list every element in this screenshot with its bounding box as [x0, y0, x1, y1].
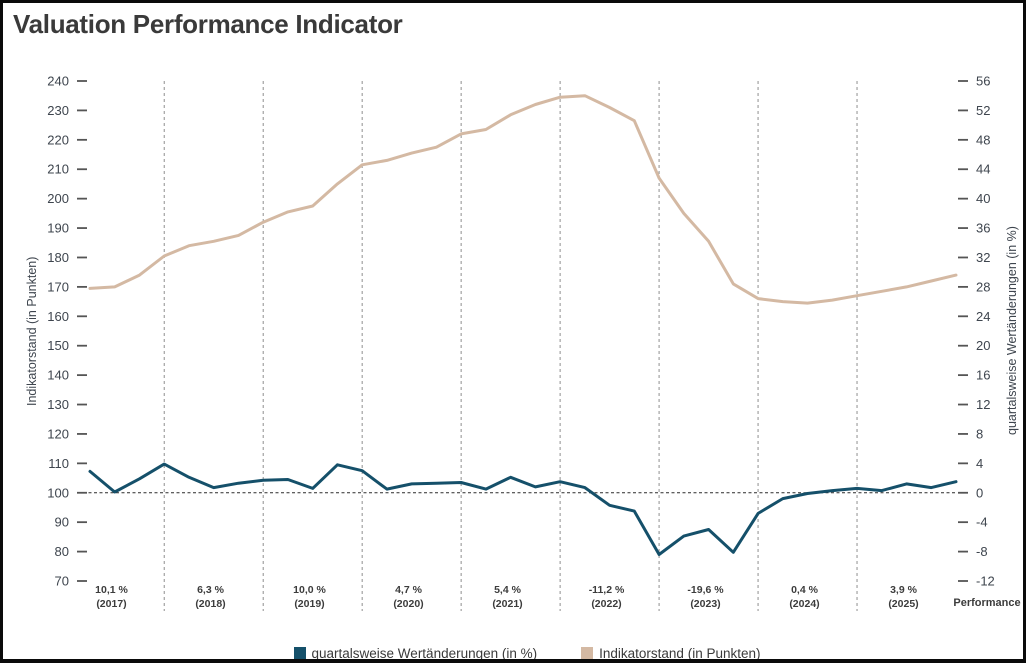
right-tick-label: -12: [976, 574, 995, 589]
right-tick-label: 16: [976, 368, 990, 383]
left-tick-label: 80: [55, 544, 69, 559]
changes-swatch-icon: [293, 647, 306, 659]
right-tick-label: 36: [976, 221, 990, 236]
legend: quartalsweise Wertänderungen (in %) Indi…: [17, 643, 1023, 661]
legend-item-indicator: Indikatorstand (in Punkten): [581, 645, 761, 661]
right-tick-label: 52: [976, 103, 990, 118]
x-label-2022: -11,2 % (2022): [588, 584, 625, 610]
left-tick-label: 70: [55, 574, 69, 589]
indicator-swatch-icon: [581, 647, 594, 659]
left-tick-label: 130: [47, 397, 69, 412]
left-tick-label: 200: [47, 191, 69, 206]
series-indicator: [88, 94, 958, 305]
x-label-2025: 3,9 % (2025): [888, 584, 919, 610]
right-tick-label: 48: [976, 132, 990, 147]
right-tick-label: 40: [976, 191, 990, 206]
right-tick-label: 12: [976, 397, 990, 412]
performance-caption: Performance: [953, 597, 1021, 609]
left-tick-label: 220: [47, 132, 69, 147]
left-tick-label: 180: [47, 250, 69, 265]
right-tick-label: 32: [976, 250, 990, 265]
left-tick-label: 160: [47, 309, 69, 324]
page-title: Valuation Performance Indicator: [13, 9, 403, 39]
right-tick-label: 28: [976, 279, 990, 294]
left-tick-label: 90: [55, 515, 69, 530]
x-axis-labels: 10,1 % (2017) 6,3 % (2018) 10,0 % (2019)…: [62, 583, 953, 611]
series-quarterly-changes: [88, 462, 958, 556]
left-tick-label: 190: [47, 221, 69, 236]
right-tick-label: 0: [976, 485, 983, 500]
left-tick-label: 110: [48, 456, 69, 471]
left-tick-label: 210: [47, 162, 69, 177]
legend-label: quartalsweise Wertänderungen (in %): [311, 645, 538, 661]
x-label-2021: 5,4 % (2021): [492, 584, 523, 610]
left-tick-label: 150: [47, 338, 69, 353]
x-label-2017: 10,1 % (2017): [95, 584, 128, 610]
x-label-2018: 6,3 % (2018): [195, 584, 226, 610]
legend-label: Indikatorstand (in Punkten): [599, 645, 761, 661]
right-tick-label: 20: [976, 338, 990, 353]
x-label-2020: 4,7 % (2020): [393, 584, 424, 610]
left-tick-label: 230: [47, 103, 69, 118]
left-tick-label: 120: [47, 426, 69, 441]
left-tick-label: 100: [47, 485, 69, 500]
right-tick-label: 24: [976, 309, 990, 324]
right-tick-label: 4: [976, 456, 983, 471]
right-tick-label: 8: [976, 426, 983, 441]
x-label-2023: -19,6 % (2023): [687, 584, 724, 610]
left-tick-label: 170: [47, 279, 69, 294]
left-tick-label: 240: [47, 74, 69, 89]
right-tick-label: 56: [976, 74, 990, 89]
left-tick-label: 140: [47, 368, 69, 383]
x-label-2019: 10,0 % (2019): [293, 584, 326, 610]
right-tick-label: -8: [976, 544, 988, 559]
x-label-2024: 0,4 % (2024): [789, 584, 820, 610]
right-tick-label: -4: [976, 515, 988, 530]
chart-svg: 7080901001101201301401501601701801902002…: [47, 74, 995, 611]
legend-item-changes: quartalsweise Wertänderungen (in %): [293, 645, 538, 661]
right-tick-label: 44: [976, 162, 990, 177]
